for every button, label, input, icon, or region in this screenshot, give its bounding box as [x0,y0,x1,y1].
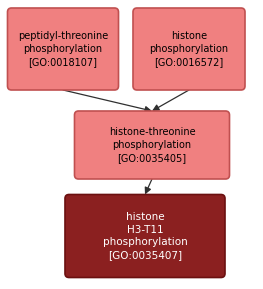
Text: histone
phosphorylation
[GO:0016572]: histone phosphorylation [GO:0016572] [149,31,229,67]
FancyBboxPatch shape [74,111,230,179]
Text: histone
H3-T11
phosphorylation
[GO:0035407]: histone H3-T11 phosphorylation [GO:00354… [103,212,187,260]
FancyBboxPatch shape [8,8,119,90]
Text: histone-threonine
phosphorylation
[GO:0035405]: histone-threonine phosphorylation [GO:00… [109,127,195,163]
FancyBboxPatch shape [65,194,225,277]
Text: peptidyl-threonine
phosphorylation
[GO:0018107]: peptidyl-threonine phosphorylation [GO:0… [18,31,108,67]
FancyBboxPatch shape [133,8,245,90]
